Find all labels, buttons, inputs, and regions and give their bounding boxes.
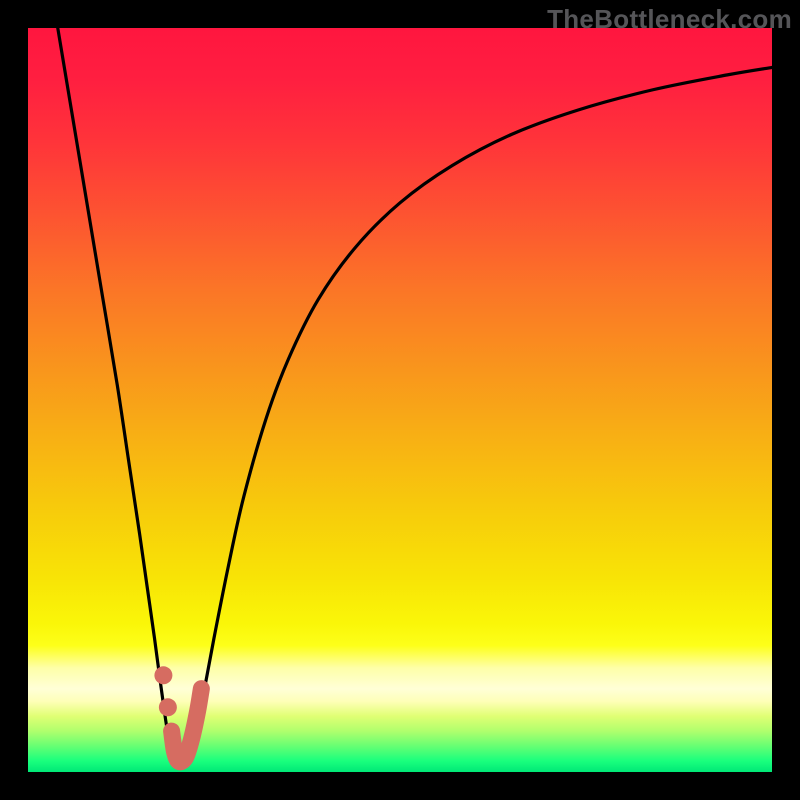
marker-dot-0 <box>154 666 172 684</box>
chart-container: TheBottleneck.com <box>0 0 800 800</box>
plot-area <box>28 28 772 772</box>
marker-dot-1 <box>159 698 177 716</box>
bottleneck-chart <box>0 0 800 800</box>
watermark-text: TheBottleneck.com <box>547 4 792 35</box>
